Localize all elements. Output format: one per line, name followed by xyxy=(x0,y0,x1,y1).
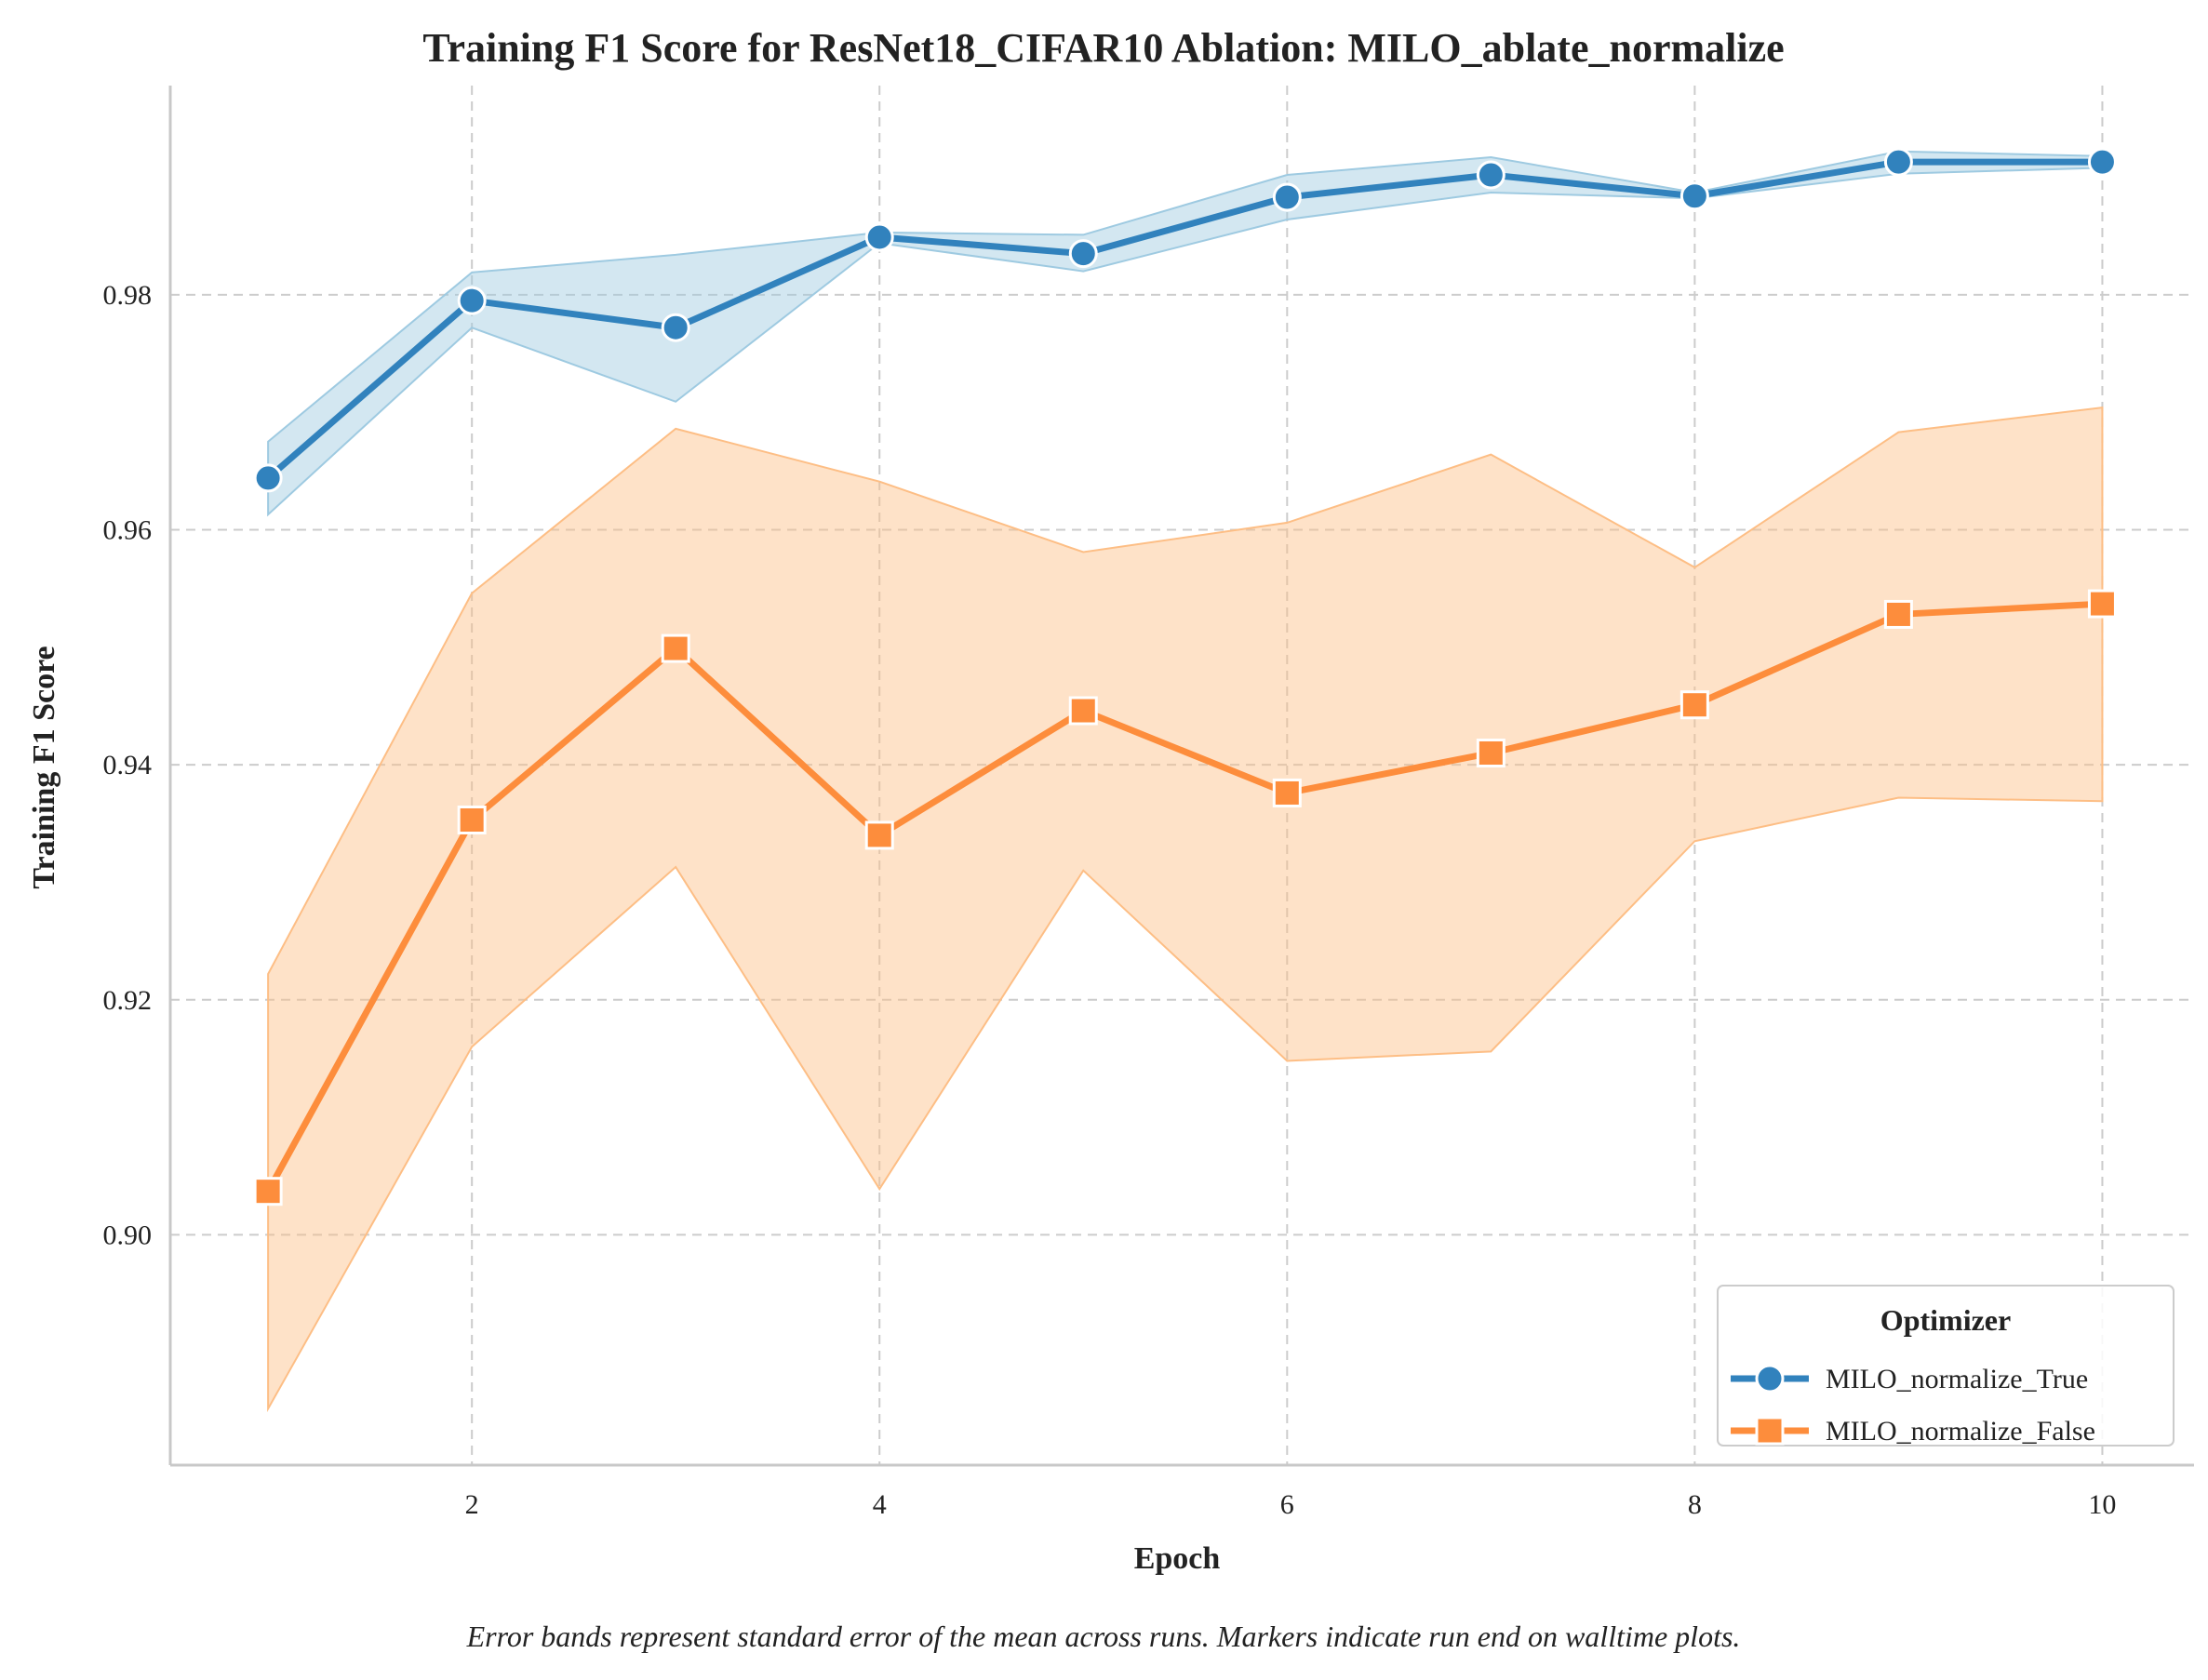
legend: Optimizer MILO_normalize_True MILO_normali… xyxy=(1717,1285,2175,1447)
grid xyxy=(170,86,2194,1465)
data-point-milo-normalize-true xyxy=(661,313,690,342)
legend-marker-milo-normalize-true xyxy=(1755,1364,1785,1393)
data-point-milo-normalize-true xyxy=(253,463,283,493)
chart-title: Training F1 Score for ResNet18_CIFAR10 A… xyxy=(422,25,1784,71)
data-point-milo-normalize-false xyxy=(661,633,690,663)
series-line-milo-normalize-true xyxy=(264,158,2106,482)
legend-title: Optimizer xyxy=(1880,1303,2011,1337)
data-point-milo-normalize-false xyxy=(457,806,487,835)
x-axis-label: Epoch xyxy=(1134,1541,1221,1576)
data-point-milo-normalize-true xyxy=(1883,147,1913,177)
error-bands xyxy=(267,150,2104,1413)
x-tick-label: 2 xyxy=(465,1489,479,1520)
data-point-milo-normalize-true xyxy=(1476,160,1505,190)
data-point-milo-normalize-false xyxy=(1679,690,1709,720)
data-point-milo-normalize-false xyxy=(1272,778,1302,807)
data-point-milo-normalize-false xyxy=(864,820,894,850)
y-tick-label: 0.96 xyxy=(103,514,153,545)
x-tick-label: 4 xyxy=(873,1489,887,1520)
data-point-milo-normalize-false xyxy=(2087,589,2117,619)
y-tick-label: 0.92 xyxy=(103,985,153,1016)
y-tick-label: 0.98 xyxy=(103,280,153,311)
series-markers xyxy=(253,147,2117,1207)
data-point-milo-normalize-true xyxy=(457,286,487,315)
x-tick-label: 10 xyxy=(2088,1489,2116,1520)
data-point-milo-normalize-false xyxy=(253,1177,283,1207)
y-tick-labels: 0.90 0.92 0.94 0.96 0.98 xyxy=(103,280,153,1251)
error-band-milo-normalize-false xyxy=(267,406,2104,1413)
legend-marker-milo-normalize-false xyxy=(1755,1416,1785,1446)
y-tick-label: 0.94 xyxy=(103,750,153,780)
data-point-milo-normalize-true xyxy=(864,222,894,252)
data-point-milo-normalize-true xyxy=(1272,182,1302,212)
figure-caption: Error bands represent standard error of … xyxy=(466,1620,1741,1653)
series-line-milo-normalize-false xyxy=(264,600,2106,1195)
axes xyxy=(168,86,2194,1467)
data-point-milo-normalize-false xyxy=(1068,696,1098,726)
data-point-milo-normalize-true xyxy=(2087,147,2117,177)
y-tick-label: 0.90 xyxy=(103,1220,153,1250)
legend-box xyxy=(1717,1285,2175,1447)
x-tick-label: 8 xyxy=(1688,1489,1702,1520)
error-band-milo-normalize-true xyxy=(267,150,2104,517)
legend-label-milo-normalize-false: MILO_normalize_False xyxy=(1826,1416,2095,1447)
x-tick-labels: 2 4 6 8 10 xyxy=(465,1489,2117,1520)
data-point-milo-normalize-true xyxy=(1068,239,1098,269)
data-point-milo-normalize-false xyxy=(1476,738,1505,767)
y-axis-label: Training F1 Score xyxy=(27,646,61,888)
x-tick-label: 6 xyxy=(1280,1489,1294,1520)
series-lines xyxy=(264,158,2106,1195)
data-point-milo-normalize-true xyxy=(1679,181,1709,211)
legend-label-milo-normalize-true: MILO_normalize_True xyxy=(1826,1364,2088,1394)
data-point-milo-normalize-false xyxy=(1883,599,1913,629)
